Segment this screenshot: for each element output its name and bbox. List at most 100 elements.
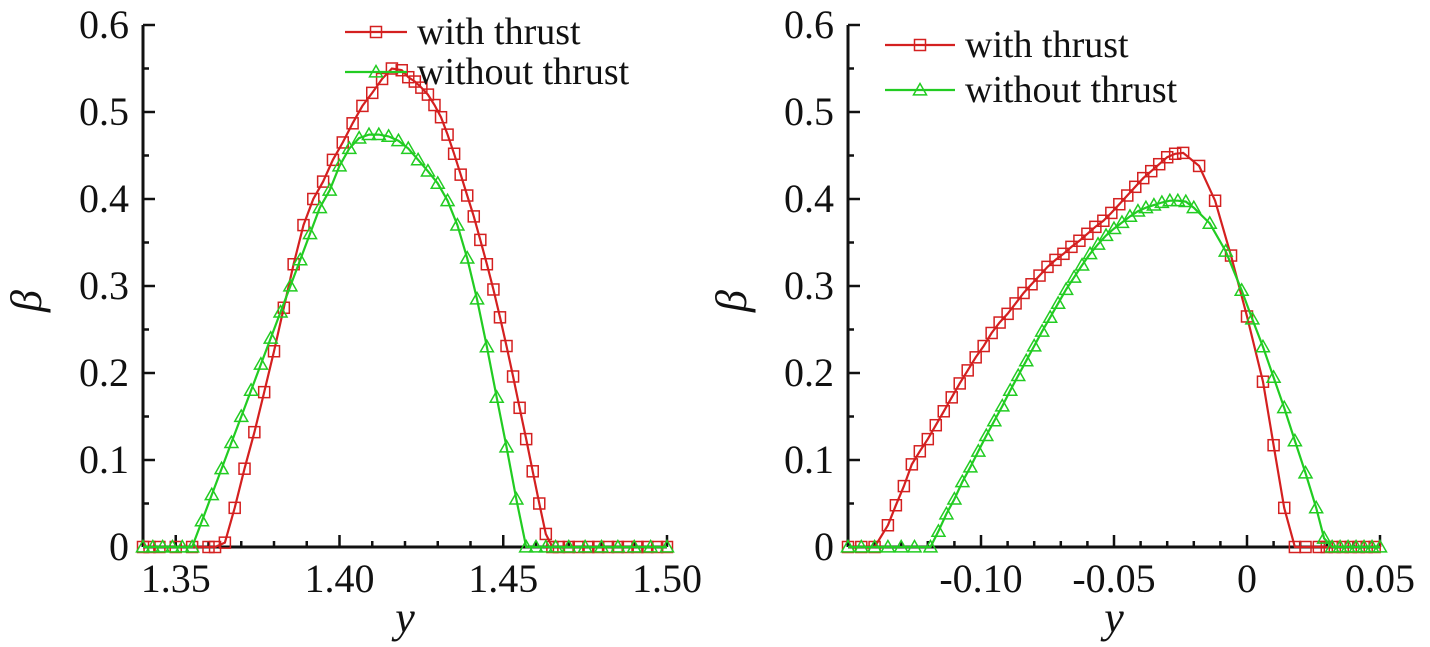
data-point <box>1299 540 1312 554</box>
data-point <box>375 72 389 86</box>
data-point <box>202 540 215 554</box>
data-point <box>1033 269 1046 282</box>
data-point <box>547 538 564 553</box>
data-point <box>428 98 441 112</box>
x-tick-label: 1.45 <box>468 556 538 601</box>
legend-marker <box>368 63 384 78</box>
data-point <box>1034 323 1050 337</box>
x-axis-label: y <box>391 593 415 642</box>
data-point <box>1098 227 1114 242</box>
data-point <box>961 364 974 377</box>
data-point <box>297 218 310 232</box>
data-point <box>449 217 466 231</box>
data-point <box>356 99 369 113</box>
data-point <box>1026 338 1042 352</box>
data-point <box>1332 538 1348 553</box>
legend-marker <box>913 38 927 52</box>
data-point <box>203 486 220 501</box>
data-point <box>1277 501 1291 515</box>
data-point <box>929 418 943 432</box>
y-tick-label: 0.4 <box>79 176 129 221</box>
data-point <box>897 479 911 493</box>
data-point <box>1178 193 1194 208</box>
data-point <box>937 405 951 418</box>
data-point <box>257 385 271 399</box>
data-point <box>560 538 577 553</box>
data-point <box>921 432 935 446</box>
data-point <box>223 434 240 449</box>
y-tick-label: 0.6 <box>784 2 834 47</box>
y-tick-label: 0.2 <box>784 350 834 395</box>
data-point <box>316 175 330 188</box>
data-point <box>1090 236 1106 250</box>
data-point <box>395 63 408 77</box>
data-point <box>840 538 856 553</box>
data-point <box>390 132 407 147</box>
y-tick-label: 0.5 <box>79 89 129 134</box>
data-point <box>1162 192 1178 207</box>
chart-left: 0 0.1 0.2 0.3 0.4 0.5 0.6 1.35 1.40 1.45 1.50 y β wit… <box>2 2 702 642</box>
data-point <box>500 339 513 353</box>
data-point <box>1201 215 1218 229</box>
data-point <box>880 538 896 553</box>
data-point <box>208 540 222 554</box>
data-point <box>366 86 379 100</box>
data-point <box>1017 286 1030 300</box>
data-point <box>1324 538 1340 553</box>
series-without-thrust <box>840 192 1388 553</box>
data-point <box>292 251 308 266</box>
data-point <box>218 536 232 549</box>
data-point <box>905 458 919 471</box>
data-point <box>1010 367 1027 382</box>
data-point <box>1176 146 1190 160</box>
data-point <box>194 512 210 527</box>
data-point <box>526 465 539 478</box>
data-point <box>946 491 963 505</box>
data-point <box>506 370 520 383</box>
data-point <box>978 427 995 442</box>
data-point <box>1073 234 1086 248</box>
data-point <box>331 157 348 172</box>
data-point <box>228 501 241 515</box>
y-tick-label: 0 <box>814 524 834 569</box>
data-point <box>488 389 505 403</box>
data-point <box>1208 194 1222 207</box>
data-point <box>538 538 554 553</box>
x-tick-label: -0.05 <box>1072 556 1155 601</box>
data-point <box>346 117 359 130</box>
y-tick-label: 0.6 <box>79 2 129 47</box>
data-point <box>447 147 461 161</box>
data-point <box>253 356 269 370</box>
data-point <box>513 401 526 415</box>
data-point <box>610 538 626 553</box>
data-point <box>994 398 1011 412</box>
data-point <box>1121 189 1134 202</box>
data-point <box>474 233 487 247</box>
data-point <box>1267 438 1280 452</box>
data-point <box>380 128 397 142</box>
data-point <box>962 458 979 473</box>
x-tick-label: 1.35 <box>141 556 211 601</box>
y-tick-label: 0.5 <box>784 89 834 134</box>
x-axis-label: y <box>1100 593 1124 642</box>
series-line <box>143 67 667 549</box>
x-tick-label: 0 <box>1237 556 1257 601</box>
data-point <box>1287 432 1303 447</box>
series-line <box>848 151 1375 549</box>
data-point <box>866 538 883 553</box>
data-point <box>970 443 987 457</box>
data-point <box>421 88 435 101</box>
data-point <box>853 538 870 553</box>
y-tick-label: 0.2 <box>79 350 129 395</box>
data-point <box>893 538 909 553</box>
data-point <box>434 110 448 124</box>
data-point <box>479 338 495 353</box>
data-point <box>415 81 428 94</box>
data-point <box>889 498 903 512</box>
data-point <box>439 192 456 207</box>
data-point <box>954 473 971 488</box>
x-tick-label: -0.10 <box>939 556 1022 601</box>
data-point <box>986 412 1003 427</box>
data-point <box>1340 538 1356 553</box>
